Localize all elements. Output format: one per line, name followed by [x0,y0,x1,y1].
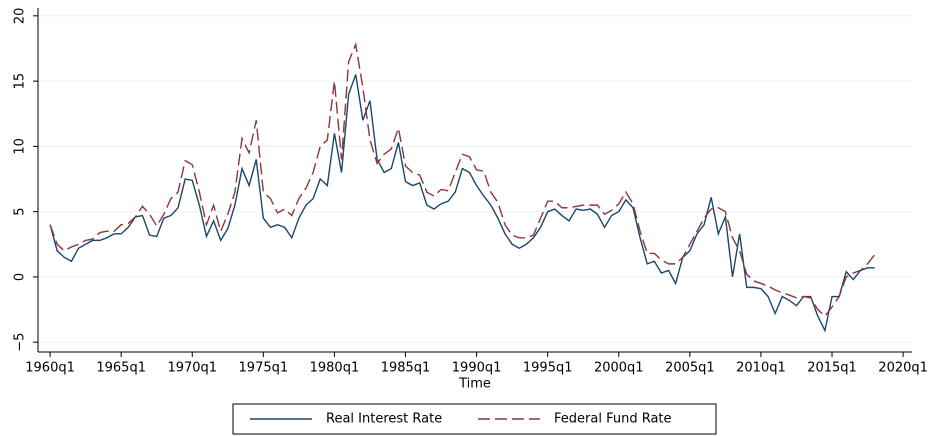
x-tick-label: 1960q1 [25,361,75,376]
legend-label: Real Interest Rate [326,412,442,427]
x-tick-label: 2010q1 [736,361,786,376]
legend: Real Interest Rate Federal Fund Rate [232,403,717,435]
x-axis-title: Time [458,377,491,392]
y-tick-label: −5 [13,333,28,352]
series-line [49,74,875,333]
y-tick-label: 0 [13,273,28,281]
x-tick-label: 1965q1 [96,361,146,376]
legend-box [232,403,717,435]
x-tick-label: 1975q1 [239,361,289,376]
x-tick-label: 1985q1 [381,361,431,376]
x-tick-label: 2015q1 [807,361,857,376]
x-tick-label: 1995q1 [523,361,573,376]
x-tick-label: 2005q1 [665,361,715,376]
x-tick-label: 2000q1 [594,361,644,376]
x-tick-label: 1990q1 [452,361,502,376]
y-tick-label: 20 [13,8,28,25]
x-tick-label: 1970q1 [167,361,217,376]
y-tick-label: 10 [13,138,28,155]
x-tick-label: 2020q1 [878,361,928,376]
legend-label: Federal Fund Rate [554,412,672,427]
x-tick-label: 1980q1 [310,361,360,376]
series-line [49,42,876,318]
y-tick-label: 15 [13,73,28,90]
y-tick-label: 5 [13,208,28,216]
